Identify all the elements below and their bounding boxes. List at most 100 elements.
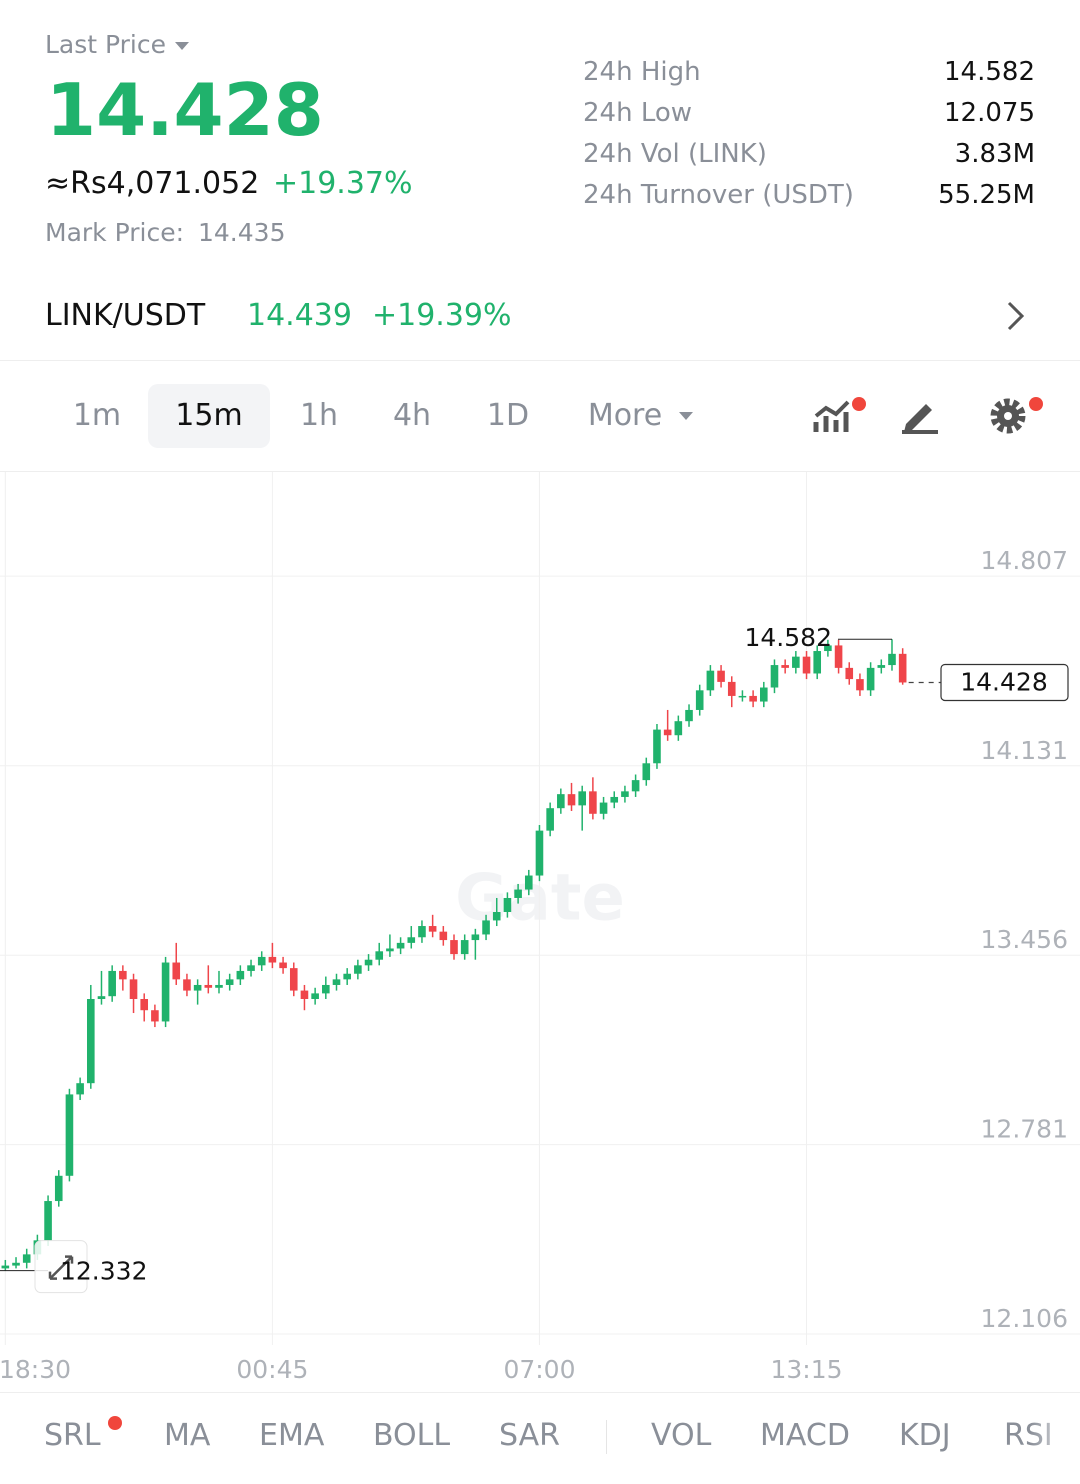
candle-body: [749, 695, 757, 702]
candle-body: [866, 667, 875, 691]
indicator-icon[interactable]: [812, 394, 872, 438]
dropdown-icon: [679, 412, 693, 420]
interval-tab[interactable]: 4h: [392, 398, 432, 433]
candle-body: [289, 968, 298, 991]
candle-body: [54, 1175, 63, 1202]
stat-value: 55.25M: [938, 180, 1035, 210]
candle-body: [119, 970, 127, 980]
price-change: +19.37%: [273, 166, 413, 201]
candle-body: [738, 695, 747, 698]
candle-body: [621, 791, 629, 797]
candle-body: [151, 1010, 159, 1022]
interval-tab[interactable]: 15m: [148, 384, 270, 448]
last-price: 14.428: [46, 68, 324, 152]
candle-body: [1, 1265, 10, 1269]
candle-body: [546, 808, 554, 831]
candle-body: [343, 973, 351, 980]
chevron[interactable]: [1004, 300, 1028, 332]
candle-body: [140, 998, 149, 1011]
pair-change: +19.39%: [372, 298, 512, 333]
candle-body: [759, 687, 768, 702]
stat-label: 24h Turnover (USDT): [583, 180, 854, 210]
candle-body: [12, 1262, 20, 1266]
x-tick-label: 18:30: [0, 1355, 71, 1384]
candle-body: [557, 794, 565, 809]
candle-body: [717, 670, 725, 682]
indicator-tab[interactable]: SRL: [44, 1418, 101, 1453]
candle-body: [792, 656, 800, 668]
indicator-tab[interactable]: KDJ: [899, 1418, 951, 1453]
y-tick-label: 12.106: [981, 1304, 1068, 1333]
indicator-tab[interactable]: BOLL: [373, 1418, 451, 1453]
candle-body: [898, 653, 907, 683]
candle-body: [535, 830, 544, 876]
candle-body: [824, 645, 832, 652]
candle-body: [503, 897, 512, 913]
candle-body: [76, 1083, 84, 1095]
candle-body: [332, 979, 341, 985]
interval-tab[interactable]: 1h: [299, 398, 339, 433]
indicator-tab[interactable]: MA: [164, 1418, 211, 1453]
candle-body: [108, 970, 116, 997]
candle-body: [236, 970, 245, 980]
indicator-tab[interactable]: EMA: [259, 1418, 325, 1453]
candle-body: [22, 1254, 31, 1263]
x-tick-label: 07:00: [503, 1355, 575, 1384]
stat-value: 3.83M: [954, 139, 1035, 169]
candle-body: [770, 665, 779, 688]
stat-label: 24h High: [583, 57, 701, 87]
y-tick-label: 12.781: [981, 1115, 1068, 1144]
candle-body: [428, 926, 437, 932]
badge: [108, 1416, 122, 1430]
candle-body: [354, 965, 362, 974]
interval-tab[interactable]: 1m: [72, 398, 122, 433]
candle-body: [888, 653, 896, 666]
candle-body: [183, 979, 191, 991]
indicator-tab[interactable]: MACD: [760, 1418, 850, 1453]
x-tick-label: 13:15: [771, 1355, 843, 1384]
candle-body: [589, 791, 597, 814]
candle-body: [471, 934, 480, 941]
candle-body: [674, 721, 683, 736]
candle-body: [813, 651, 822, 674]
candle-body: [514, 889, 522, 898]
candle-body: [300, 990, 309, 999]
pair-name[interactable]: LINK/USDT: [45, 298, 206, 333]
mark-price: 14.435: [198, 218, 286, 247]
y-tick-label: 14.131: [981, 736, 1068, 765]
candle-body: [599, 802, 608, 814]
candle-body: [663, 729, 672, 736]
draw-icon[interactable]: [900, 396, 942, 436]
indicator-tab[interactable]: VOL: [651, 1418, 712, 1453]
settings-icon[interactable]: [988, 394, 1048, 438]
interval-tab[interactable]: 1D: [486, 398, 530, 433]
candle-body: [364, 959, 373, 966]
candle-body: [87, 998, 95, 1084]
candle-body: [215, 984, 223, 988]
candle-body: [460, 940, 469, 955]
last-price-box: [940, 663, 1069, 702]
indicator-tab[interactable]: SAR: [499, 1418, 560, 1453]
candle-body: [610, 796, 619, 803]
candle-body: [279, 962, 287, 969]
pair-price: 14.439: [247, 298, 352, 333]
last-price-label[interactable]: Last Price: [45, 30, 167, 59]
candle-body: [386, 948, 394, 952]
candle-body: [727, 681, 736, 696]
candle-body: [65, 1094, 74, 1176]
candle-body: [524, 875, 533, 890]
candle-body: [845, 667, 854, 680]
x-tick-label: 00:45: [236, 1355, 308, 1384]
mark-price-label: Mark Price:: [45, 218, 185, 247]
candle-body: [225, 979, 234, 985]
candle-body: [781, 665, 789, 668]
candle-body: [567, 794, 576, 806]
last-price-label: 14.428: [960, 667, 1047, 696]
candle-body: [247, 965, 255, 971]
candle-body: [492, 912, 501, 921]
candle-body: [257, 956, 266, 966]
expand-icon: [48, 1255, 74, 1280]
stat-label: 24h Low: [583, 98, 693, 128]
interval-tab[interactable]: More: [587, 398, 663, 433]
